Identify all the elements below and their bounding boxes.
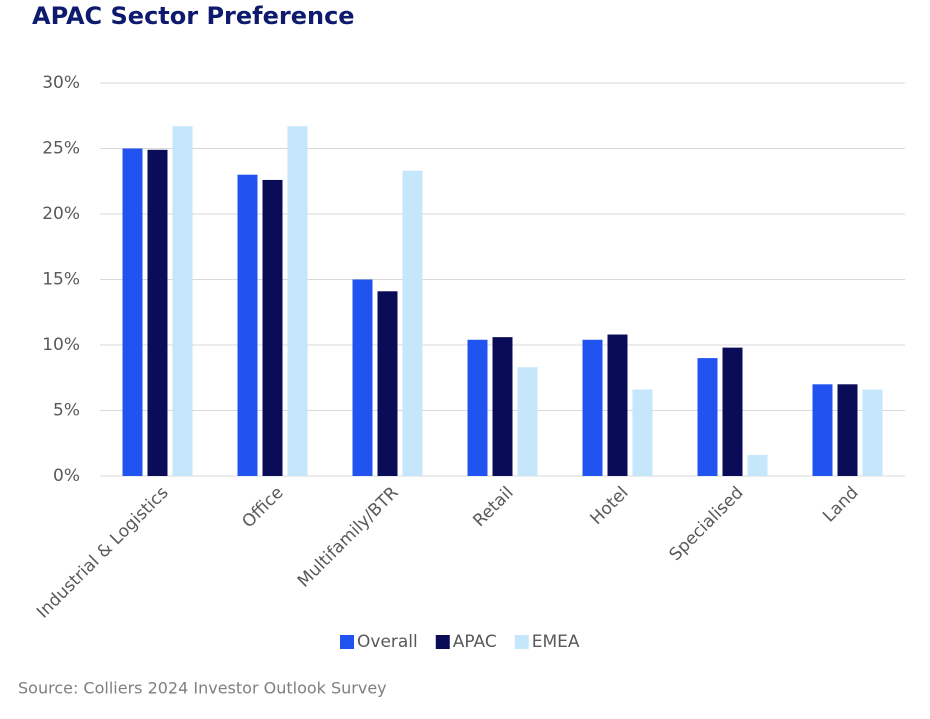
y-tick-label: 15% [42, 270, 80, 290]
x-tick-label: Hotel [587, 483, 633, 529]
bar [582, 339, 603, 476]
bar [492, 337, 513, 476]
bar [237, 174, 258, 476]
source-note: Source: Colliers 2024 Investor Outlook S… [18, 679, 387, 698]
bar [122, 148, 143, 476]
bar [862, 389, 883, 476]
bar [467, 339, 488, 476]
y-tick-label: 0% [53, 466, 80, 486]
bar [172, 126, 193, 476]
bar [262, 179, 283, 476]
bar [147, 149, 168, 476]
legend-label: APAC [453, 632, 497, 652]
y-tick-label: 30% [42, 73, 80, 93]
legend-swatch [435, 635, 450, 649]
bar [402, 170, 423, 476]
x-tick-label: Multifamily/BTR [294, 483, 403, 592]
x-tick-label: Industrial & Logistics [33, 483, 173, 623]
x-tick-label: Specialised [665, 483, 747, 565]
bar [287, 126, 308, 476]
x-tick-label: Office [238, 483, 287, 532]
legend-label: Overall [357, 632, 418, 652]
y-tick-label: 5% [53, 401, 80, 421]
y-tick-label: 10% [42, 335, 80, 355]
bar [812, 384, 833, 476]
bar [377, 291, 398, 476]
bar [352, 279, 373, 476]
y-tick-label: 25% [42, 139, 80, 159]
bar [837, 384, 858, 476]
legend-swatch [340, 635, 354, 649]
bar [607, 334, 628, 476]
chart-title: APAC Sector Preference [32, 2, 355, 30]
bar [722, 347, 743, 476]
bar [632, 389, 653, 476]
legend-label: EMEA [532, 632, 580, 652]
x-tick-label: Retail [469, 483, 517, 531]
bar [517, 367, 538, 476]
x-tick-label: Land [819, 483, 862, 526]
y-tick-label: 20% [42, 204, 80, 224]
legend-swatch [514, 635, 529, 649]
bar [697, 358, 718, 476]
bar [747, 455, 768, 476]
